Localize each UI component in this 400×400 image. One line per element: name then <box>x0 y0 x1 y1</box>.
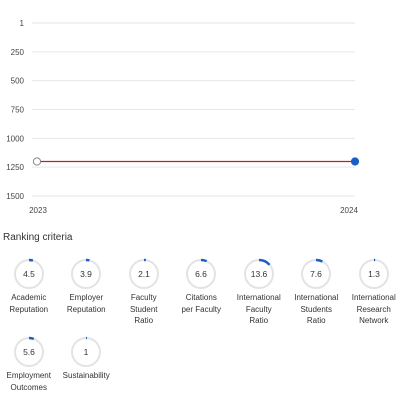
criterion-label: International Research Network <box>344 292 400 327</box>
criterion-value: 2.1 <box>138 269 150 279</box>
criterion-label: International Faculty Ratio <box>229 292 289 327</box>
criterion-value: 1.3 <box>368 269 380 279</box>
criterion-value: 13.6 <box>250 269 267 279</box>
x-tick-label: 2024 <box>340 206 358 215</box>
criterion-label: Citations per Faculty <box>171 292 231 315</box>
y-tick-label: 1 <box>20 19 25 28</box>
criterion-ring: 2.1 <box>128 258 160 290</box>
gridlines <box>32 23 355 196</box>
y-tick-label: 750 <box>11 106 25 115</box>
rank-series <box>33 158 358 165</box>
criteria-row-2: 5.6 Employment Outcomes 1 Sustainability <box>0 336 115 393</box>
criterion-ring: 7.6 <box>300 258 332 290</box>
data-point[interactable] <box>351 158 358 165</box>
criterion-label: Academic Reputation <box>0 292 59 315</box>
criterion-label: Employer Reputation <box>56 292 116 315</box>
criterion-item: 1 Sustainability <box>58 336 116 393</box>
criterion-ring: 5.6 <box>13 336 45 368</box>
criterion-label: Sustainability <box>56 370 116 382</box>
y-tick-label: 1000 <box>6 134 24 143</box>
criterion-label: International Students Ratio <box>286 292 346 327</box>
criterion-label: Employment Outcomes <box>0 370 59 393</box>
criterion-ring: 1 <box>70 336 102 368</box>
criterion-value: 5.6 <box>23 347 35 357</box>
criterion-item: 6.6 Citations per Faculty <box>173 258 231 327</box>
criterion-item: 13.6 International Faculty Ratio <box>230 258 288 327</box>
ranking-criteria-title: Ranking criteria <box>3 232 72 243</box>
criterion-item: 4.5 Academic Reputation <box>0 258 58 327</box>
criterion-value: 3.9 <box>80 269 92 279</box>
criteria-row-1: 4.5 Academic Reputation 3.9 Employer Reputa… <box>0 258 400 327</box>
criterion-ring: 6.6 <box>185 258 217 290</box>
criterion-item: 2.1 Faculty Student Ratio <box>115 258 173 327</box>
criterion-value: 1 <box>84 347 89 357</box>
criterion-item: 5.6 Employment Outcomes <box>0 336 58 393</box>
criterion-value: 6.6 <box>195 269 207 279</box>
criterion-ring: 1.3 <box>358 258 390 290</box>
x-tick-label: 2023 <box>29 206 47 215</box>
y-tick-label: 1250 <box>6 163 24 172</box>
criterion-label: Faculty Student Ratio <box>114 292 174 327</box>
x-axis-ticks: 2023 2024 <box>29 206 358 215</box>
y-tick-label: 250 <box>11 48 25 57</box>
criterion-ring: 4.5 <box>13 258 45 290</box>
criterion-value: 4.5 <box>23 269 35 279</box>
data-point[interactable] <box>33 158 40 165</box>
criterion-item: 3.9 Employer Reputation <box>58 258 116 327</box>
criterion-ring: 13.6 <box>243 258 275 290</box>
criterion-ring: 3.9 <box>70 258 102 290</box>
criterion-value: 7.6 <box>310 269 322 279</box>
criterion-item: 1.3 International Research Network <box>345 258 400 327</box>
y-tick-label: 1500 <box>6 192 24 201</box>
criterion-item: 7.6 International Students Ratio <box>288 258 346 327</box>
y-tick-label: 500 <box>11 77 25 86</box>
